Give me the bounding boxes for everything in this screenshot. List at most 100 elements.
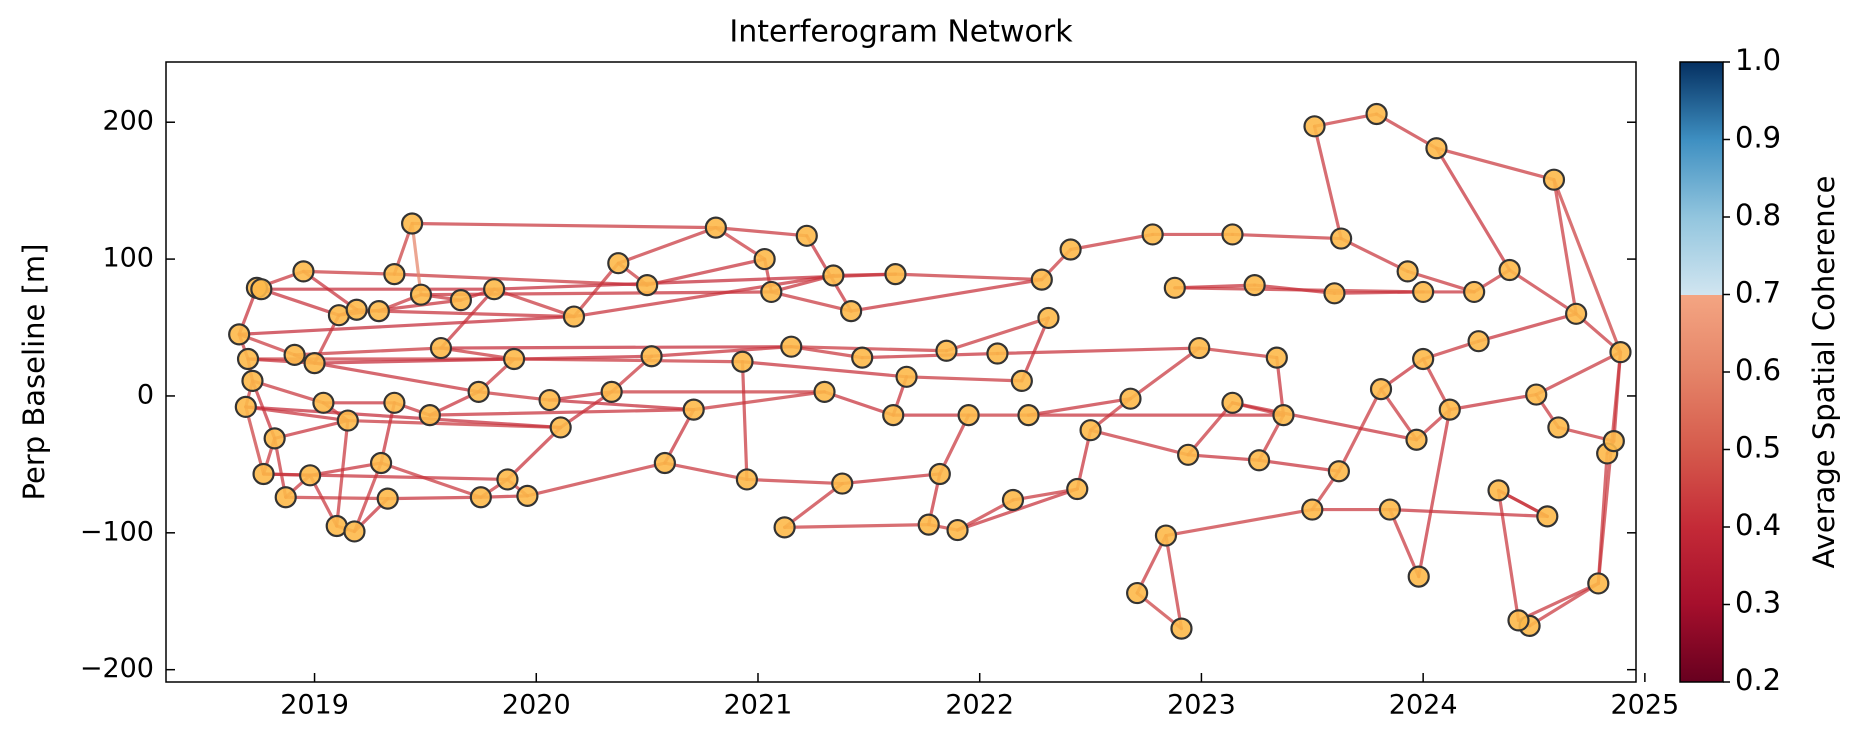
colorbar-tick-label: 0.3 <box>1735 586 1781 620</box>
interferogram-edge <box>782 523 931 529</box>
interferogram-edge <box>745 477 844 486</box>
acquisition-node <box>1609 341 1632 364</box>
acquisition-node <box>1030 268 1053 291</box>
interferogram-edge <box>1406 269 1476 294</box>
acquisition-node <box>467 380 490 403</box>
interferogram-edge <box>1186 453 1261 462</box>
interferogram-edge <box>740 360 749 482</box>
interferogram-edge <box>386 495 483 501</box>
acquisition-node <box>795 224 818 247</box>
interferogram-edge <box>244 405 266 476</box>
interferogram-edge <box>505 425 563 482</box>
interferogram-edge <box>410 221 718 230</box>
acquisition-node <box>336 409 359 432</box>
acquisition-node <box>343 520 366 543</box>
acquisition-node <box>376 487 399 510</box>
acquisition-node <box>345 298 368 321</box>
acquisition-node <box>704 216 727 239</box>
interferogram-edge <box>1164 533 1184 631</box>
acquisition-node <box>935 339 958 362</box>
colorbar-tick-label: 0.4 <box>1735 508 1781 542</box>
interferogram-edge <box>439 345 793 350</box>
acquisition-node <box>496 468 519 491</box>
acquisition-node <box>1243 273 1266 297</box>
interferogram-edge <box>663 461 749 482</box>
y-axis-label: Perp Baseline [m] <box>17 244 51 501</box>
interferogram-edge <box>1069 232 1155 252</box>
interferogram-edge <box>352 461 383 534</box>
interferogram-edge <box>377 309 576 319</box>
colorbar-tick-label: 0.5 <box>1735 431 1781 465</box>
acquisition-node <box>1017 404 1040 427</box>
interferogram-edge <box>1257 458 1341 473</box>
acquisition-node <box>234 395 257 419</box>
acquisition-node <box>1587 572 1610 595</box>
interferogram-edge <box>439 287 496 350</box>
interferogram-edge <box>439 346 516 361</box>
interferogram-edge <box>995 346 1201 356</box>
interferogram-edge <box>335 418 350 528</box>
y-tick-label: −200 <box>80 653 154 684</box>
acquisition-node <box>409 283 433 306</box>
acquisition-node <box>1001 488 1025 512</box>
acquisition-node <box>1170 617 1193 640</box>
interferogram-edge <box>259 287 341 317</box>
acquisition-node <box>241 369 264 392</box>
acquisition-node <box>1221 223 1244 246</box>
interferogram-edge <box>237 314 576 336</box>
x-tick-label: 2025 <box>1611 690 1680 721</box>
acquisition-node <box>1221 391 1244 414</box>
acquisition-node <box>502 347 526 371</box>
acquisition-node <box>429 336 453 360</box>
acquisition-node <box>653 451 676 475</box>
colorbar-segment <box>1680 527 1723 605</box>
acquisition-node <box>252 462 275 486</box>
interferogram-edge <box>1552 178 1623 354</box>
interferogram-edge <box>740 360 909 379</box>
acquisition-node <box>1037 306 1060 330</box>
acquisition-node <box>1177 443 1200 466</box>
acquisition-node <box>1059 238 1082 261</box>
interferogram-edge <box>572 261 620 319</box>
colorbar-tick-label: 1.0 <box>1735 43 1781 77</box>
colorbar-tick-label: 0.8 <box>1735 198 1781 232</box>
interferogram-edge <box>1337 387 1383 473</box>
interferogram-edge <box>769 290 853 313</box>
interferogram-edge <box>1388 507 1421 579</box>
colorbar-label: Average Spatial Coherence <box>1807 176 1841 569</box>
acquisition-node <box>607 252 630 275</box>
acquisition-node <box>813 380 836 403</box>
interferogram-edge <box>1186 401 1235 457</box>
acquisition-node <box>957 404 980 427</box>
acquisition-node <box>840 299 863 323</box>
interferogram-edge <box>822 390 895 417</box>
interferogram-edge <box>1088 428 1190 457</box>
acquisition-node <box>1330 227 1353 250</box>
interferogram-edge <box>410 221 423 297</box>
interferogram-edge <box>572 273 835 319</box>
acquisition-node <box>1303 115 1326 138</box>
acquisition-node <box>1467 330 1490 353</box>
x-tick-label: 2019 <box>280 690 349 721</box>
interferogram-edge <box>250 379 326 405</box>
interferogram-edge <box>525 461 667 498</box>
acquisition-node <box>731 350 754 373</box>
interferogram-edge <box>1527 581 1600 628</box>
acquisition-node <box>449 289 472 312</box>
interferogram-edge <box>1434 146 1556 182</box>
y-tick-label: 100 <box>102 243 154 274</box>
interferogram-edge <box>1552 178 1578 316</box>
interferogram-edge <box>1448 392 1538 412</box>
edges <box>237 112 1623 631</box>
interferogram-edge <box>1388 507 1549 518</box>
acquisition-node <box>1412 347 1435 371</box>
acquisition-node <box>1487 479 1510 502</box>
chart-title: Interferogram Network <box>729 15 1073 50</box>
interferogram-edge <box>1534 350 1623 397</box>
axes: −200 −100 0 100 200 2019 2020 2021 2022 2023 2024 2… <box>80 43 1781 721</box>
colorbar-segment <box>1680 604 1723 683</box>
colorbar-segment <box>1680 217 1723 295</box>
interferogram-edge <box>1128 346 1201 401</box>
acquisition-node <box>928 462 951 486</box>
